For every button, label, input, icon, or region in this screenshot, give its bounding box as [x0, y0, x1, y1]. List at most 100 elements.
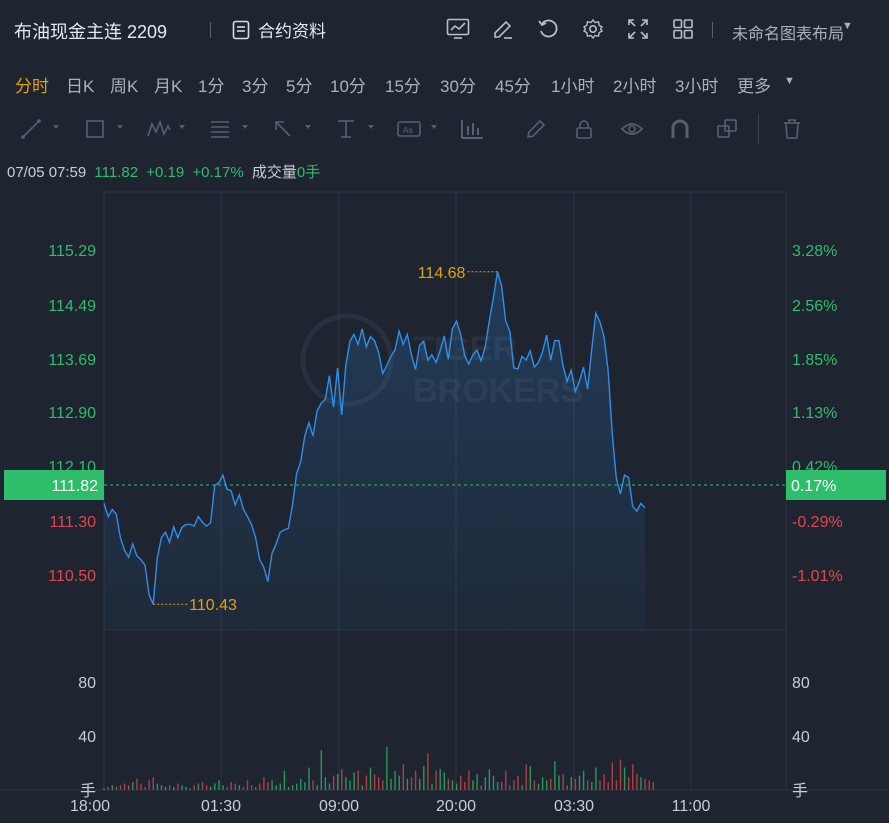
volume-bar [287, 786, 290, 790]
quote-change-pct: +0.17% [192, 164, 244, 181]
grid-icon[interactable] [670, 16, 696, 42]
tab-period[interactable]: 5分 [286, 77, 313, 96]
lock-icon[interactable] [573, 118, 595, 140]
volume-bar [419, 778, 421, 790]
volume-bar [128, 785, 130, 790]
y-tick-pct-label: -1.01% [792, 568, 843, 585]
volume-bar [361, 785, 363, 790]
volume-bar [373, 774, 376, 790]
top-toolbar: 布油现金主连 2209 合约资料 未命名图表布局 ▼ [0, 0, 889, 60]
tab-period[interactable]: 日K [66, 77, 95, 96]
refresh-icon[interactable] [535, 16, 561, 42]
tab-period[interactable]: 周K [110, 77, 139, 96]
edit-icon[interactable] [490, 16, 516, 42]
volume-bar [623, 767, 626, 790]
pencil-icon[interactable] [525, 118, 547, 140]
volume-bars [103, 746, 654, 790]
volume-bar [320, 750, 322, 790]
tab-period[interactable]: 1分 [198, 77, 225, 96]
tab-period[interactable]: 3小时 [675, 77, 719, 96]
fib-tool-icon[interactable] [209, 118, 231, 140]
volume-bar [484, 777, 486, 790]
volume-bar [402, 764, 404, 790]
volume-bar [283, 770, 286, 790]
label-tool-icon[interactable]: Aa [396, 118, 422, 140]
chevron-down-icon [179, 125, 185, 129]
volume-bar [185, 786, 187, 790]
volume-bar [230, 782, 232, 790]
volume-bar [492, 775, 495, 790]
eye-icon[interactable] [620, 118, 644, 140]
volume-bar [521, 785, 523, 790]
volume-bar [132, 782, 134, 790]
volume-bar [304, 782, 306, 790]
volume-tick-label: 40 [78, 729, 96, 746]
price-line [103, 271, 646, 605]
chevron-down-icon [305, 125, 311, 129]
volume-bar [505, 770, 507, 790]
text-tool-icon[interactable] [335, 118, 357, 140]
chevron-down-icon[interactable]: ▼ [784, 75, 795, 87]
volume-bar [214, 783, 216, 790]
wave-tool-icon[interactable] [146, 118, 172, 140]
volume-bar [431, 783, 433, 790]
y-tick-pct-label: 1.85% [792, 352, 837, 369]
trash-icon[interactable] [782, 118, 802, 140]
volume-bar [193, 785, 195, 790]
volume-bar [148, 780, 150, 790]
y-tick-label: 110.50 [48, 568, 96, 585]
divider [758, 114, 759, 144]
volume-bar [123, 783, 126, 790]
volume-bar [554, 761, 556, 790]
fullscreen-icon[interactable] [625, 16, 651, 42]
volume-bar [201, 782, 204, 790]
gear-icon[interactable] [580, 16, 606, 42]
tab-period[interactable]: 30分 [440, 77, 476, 96]
volume-tick-label: 手 [792, 782, 808, 800]
rectangle-tool-icon[interactable] [84, 118, 106, 140]
chevron-down-icon[interactable]: ▼ [842, 20, 853, 32]
volume-bar [640, 777, 642, 790]
indicator-tool-icon[interactable] [459, 118, 485, 140]
volume-bar [496, 782, 499, 790]
tab-period[interactable]: 10分 [330, 77, 366, 96]
tab-more[interactable]: 更多 [737, 77, 771, 96]
arrow-tool-icon[interactable] [272, 118, 294, 140]
current-pct-tag-label: 0.17% [791, 478, 836, 495]
chart-icon[interactable] [445, 16, 471, 42]
y-tick-pct-label: 2.56% [792, 298, 837, 315]
volume-bar [341, 769, 343, 790]
volume-bar [525, 764, 527, 790]
tab-period[interactable]: 3分 [242, 77, 269, 96]
copy-icon[interactable] [716, 118, 738, 140]
tab-period[interactable]: 1小时 [551, 77, 595, 96]
tab-period[interactable]: 月K [154, 77, 183, 96]
tab-period[interactable]: 分时 [15, 77, 49, 96]
trendline-tool-icon[interactable] [20, 118, 42, 140]
volume-bar [160, 785, 163, 790]
layout-dropdown[interactable]: 未命名图表布局 [732, 26, 845, 43]
volume-bar [210, 786, 212, 790]
volume-bar [218, 780, 220, 790]
tab-period[interactable]: 15分 [385, 77, 421, 96]
volume-bar [537, 783, 540, 790]
tab-period[interactable]: 2小时 [613, 77, 657, 96]
tab-period[interactable]: 45分 [495, 77, 531, 96]
volume-bar [378, 777, 380, 790]
volume-bar [300, 778, 302, 790]
volume-bar [414, 770, 417, 790]
volume-bar [119, 785, 122, 790]
volume-bar [332, 775, 335, 790]
chevron-down-icon [431, 125, 437, 129]
chevron-down-icon [368, 125, 374, 129]
volume-bar [144, 786, 146, 790]
contract-info-button[interactable]: 合约资料 [232, 17, 326, 42]
magnet-icon[interactable] [669, 118, 691, 140]
volume-bar [324, 777, 327, 790]
volume-bar [255, 786, 257, 790]
instrument-title: 布油现金主连 2209 [14, 22, 168, 42]
volume-bar [103, 788, 105, 790]
volume-bar [222, 785, 224, 790]
volume-bar [267, 782, 269, 790]
